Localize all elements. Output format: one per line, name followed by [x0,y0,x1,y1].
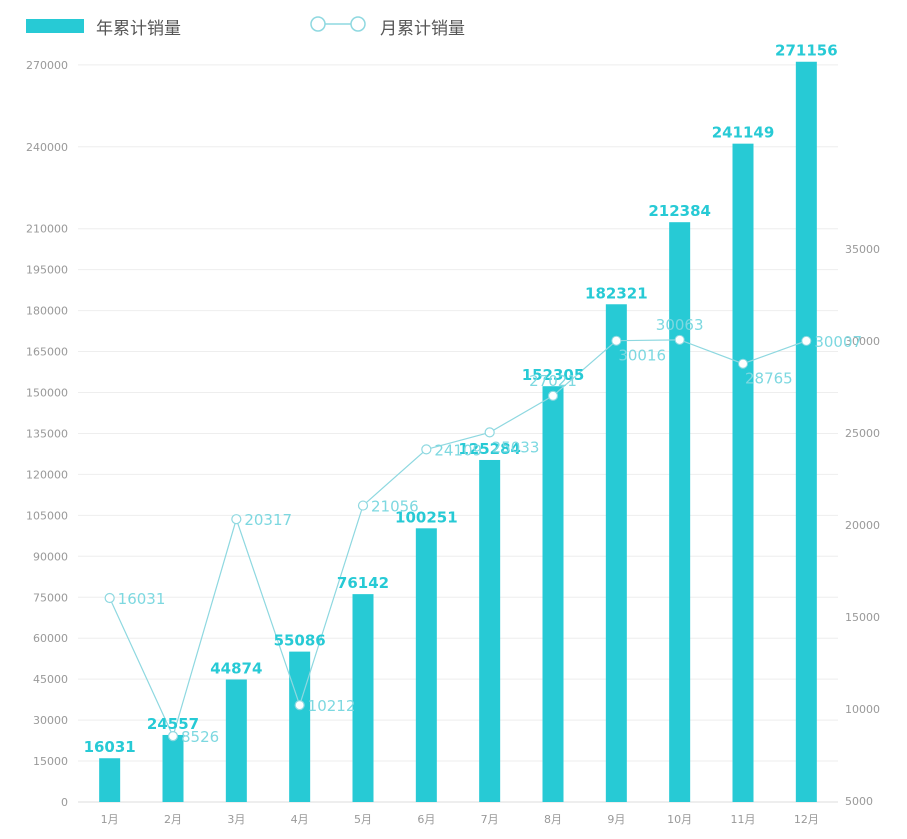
bar [542,386,564,802]
line-value-label: 28765 [745,370,793,388]
left-tick-label: 165000 [26,346,68,359]
line-value-label: 27021 [529,372,577,390]
left-tick-label: 0 [61,796,68,809]
line-value-label: 20317 [244,511,292,529]
bar [162,734,184,802]
line-point-ring [674,334,685,345]
bar [605,304,627,802]
left-tick-label: 45000 [33,673,68,686]
x-tick-label: 9月 [607,813,625,826]
line-legend-icon [308,14,368,38]
left-tick-label: 30000 [33,714,68,727]
line-value-label: 21056 [371,498,419,516]
left-tick-label: 105000 [26,509,68,522]
line-legend-label: 月累计销量 [380,18,465,39]
x-tick-label: 4月 [291,813,309,826]
bar-value-label: 16031 [84,738,136,756]
bar-value-label: 212384 [648,202,711,220]
left-tick-label: 135000 [26,427,68,440]
line-point [357,500,369,511]
bar [479,459,501,802]
line-path [109,339,807,738]
left-tick-label: 240000 [26,141,68,154]
grid-layer [78,64,838,803]
line-value-label: 30063 [656,316,704,334]
bar-value-label: 271156 [775,42,838,60]
line-value-label: 24109 [434,441,482,459]
left-tick-label: 75000 [33,591,68,604]
bar [415,528,437,802]
x-tick-label: 5月 [354,813,372,826]
bar [352,594,374,802]
bar-value-label: 55086 [274,632,326,650]
left-tick-label: 120000 [26,468,68,481]
bar-value-label: 44874 [210,659,262,677]
bar-value-label: 241149 [712,124,775,142]
x-tick-label: 2月 [164,813,182,826]
bar-legend-swatch [26,19,84,33]
line-point-ring [801,335,812,346]
line-point-ring [738,358,748,369]
bar-value-label: 100251 [395,508,458,526]
right-axis: 5000 10000 15000 20000 25000 30000 35000 [845,243,880,808]
x-tick-label: 8月 [544,813,562,826]
bar-series [99,61,817,803]
bar-value-label: 152305 [522,366,585,384]
line-value-label: 10212 [308,697,356,715]
left-tick-label: 270000 [26,59,68,72]
right-tick-label: 15000 [845,611,880,624]
bar [669,222,691,803]
bar-value-label: 125284 [458,440,521,458]
x-tick-label: 10月 [667,813,692,826]
left-tick-label: 195000 [26,264,68,277]
data-labels: 16031 24557 44874 55086 76142 100251 125284 152… [84,42,862,756]
x-tick-label: 6月 [417,813,435,826]
left-tick-label: 15000 [33,755,68,768]
bar [795,61,817,802]
bar-value-label: 182321 [585,284,648,302]
left-axis: 0 15000 30000 45000 60000 75000 90000 105000 120… [26,59,68,809]
line-value-label: 30016 [618,347,666,365]
left-tick-label: 210000 [26,223,68,236]
bar-value-label: 24557 [147,715,199,733]
left-tick-label: 180000 [26,305,68,318]
line-value-label: 25033 [492,438,540,456]
bar [732,143,754,803]
legend-bar[interactable]: 年累计销量 [26,12,181,40]
line-point-ring [611,335,622,346]
right-tick-label: 20000 [845,519,880,532]
x-tick-label: 12月 [794,813,819,826]
left-tick-label: 90000 [33,550,68,563]
line-series [104,334,812,742]
bar-value-label: 76142 [337,574,389,592]
bar [225,679,247,802]
right-tick-label: 30000 [845,335,880,348]
x-tick-label: 1月 [101,813,119,826]
bar [289,651,311,802]
left-tick-label: 60000 [33,632,68,645]
line-point [231,514,242,525]
x-tick-label: 11月 [731,813,756,826]
right-tick-label: 10000 [845,703,880,716]
bar [99,758,121,802]
line-value-label: 8526 [181,728,219,746]
line-value-label: 30007 [814,333,862,351]
line-point [167,731,179,742]
x-tick-label: 7月 [481,813,499,826]
legend-line[interactable]: 月累计销量 [308,12,465,40]
x-axis: 1月 2月 3月 4月 5月 6月 7月 8月 9月 10月 11月 12月 [78,801,838,826]
right-tick-label: 35000 [845,243,880,256]
line-point [484,427,495,438]
x-tick-label: 3月 [227,813,245,826]
left-tick-label: 150000 [26,387,68,400]
line-value-label: 16031 [118,590,166,608]
line-point [547,390,559,401]
right-tick-label: 25000 [845,427,880,440]
bar-legend-label: 年累计销量 [96,18,181,39]
line-point [294,699,305,711]
line-point [104,592,115,604]
right-tick-label: 5000 [845,795,873,808]
line-point [421,444,432,455]
